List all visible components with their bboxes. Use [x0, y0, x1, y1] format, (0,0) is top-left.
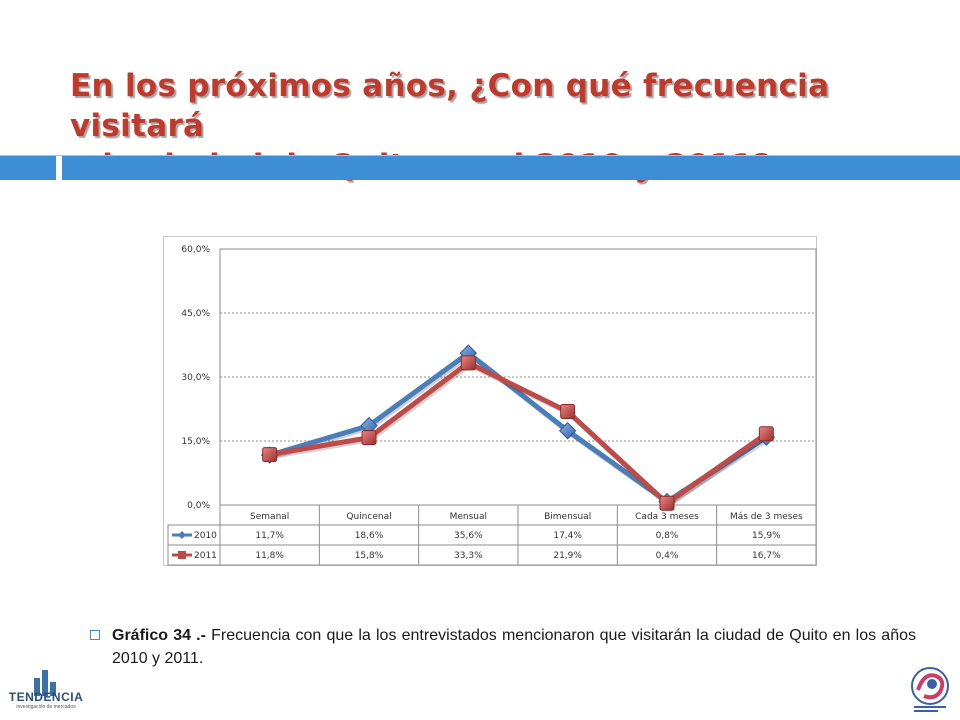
quito-tourism-logo-icon [911, 667, 949, 712]
data-label: 33,3% [454, 551, 483, 561]
series-line-2011 [267, 360, 769, 506]
data-label: 21,9% [553, 551, 582, 561]
legend-key-marker [178, 531, 186, 539]
x-tick-label: Semanal [250, 512, 289, 522]
data-label: 16,7% [752, 551, 781, 561]
caption-text: Frecuencia con que la los entrevistados … [112, 627, 916, 667]
tendencia-logo: TENDENCIA investigación de mercados [4, 666, 88, 716]
data-label: 11,7% [255, 531, 284, 541]
point-2011 [460, 355, 476, 371]
data-label: 15,9% [752, 531, 781, 541]
y-tick-label: 15,0% [181, 437, 210, 447]
point-2011 [361, 430, 377, 446]
point-2011 [758, 426, 774, 442]
y-tick-label: 0,0% [187, 501, 210, 511]
y-tick-label: 60,0% [181, 245, 210, 255]
accent-line [0, 155, 960, 156]
bullet-icon [90, 630, 100, 640]
point-2011 [560, 404, 576, 420]
point-2011 [659, 495, 675, 511]
slide-title-line-1: En los próximos años, ¿Con qué frecuenci… [70, 68, 830, 144]
point-2010 [558, 422, 577, 440]
caption-bold: Gráfico 34 .- [112, 627, 206, 644]
y-tick-label: 30,0% [181, 373, 210, 383]
x-tick-label: Mensual [450, 512, 487, 522]
series-line-2010 [267, 350, 769, 505]
table-row-2011 [167, 544, 817, 566]
accent-bar-left [0, 156, 56, 180]
data-label: 17,4% [553, 531, 582, 541]
logo-name: TENDENCIA [8, 690, 84, 704]
point-2011 [262, 447, 278, 463]
data-label: 0,8% [656, 531, 679, 541]
data-label: 18,6% [355, 531, 384, 541]
chart-caption: Gráfico 34 .- Frecuencia con que la los … [112, 624, 916, 670]
data-label: 0,4% [656, 551, 679, 561]
x-tick-label: Bimensual [544, 512, 591, 522]
legend-key-marker [178, 551, 186, 559]
x-tick-label: Cada 3 meses [635, 512, 699, 522]
accent-bar-main [62, 156, 960, 180]
data-label: 11,8% [255, 551, 284, 561]
data-label: 35,6% [454, 531, 483, 541]
y-tick-label: 45,0% [181, 309, 210, 319]
logo-subtitle: investigación de mercados [16, 704, 76, 710]
x-tick-label: Quincenal [346, 512, 391, 522]
legend-label: 2011 [194, 551, 217, 561]
legend-label: 2010 [194, 531, 217, 541]
x-tick-label: Más de 3 meses [730, 512, 803, 522]
data-label: 15,8% [355, 551, 384, 561]
